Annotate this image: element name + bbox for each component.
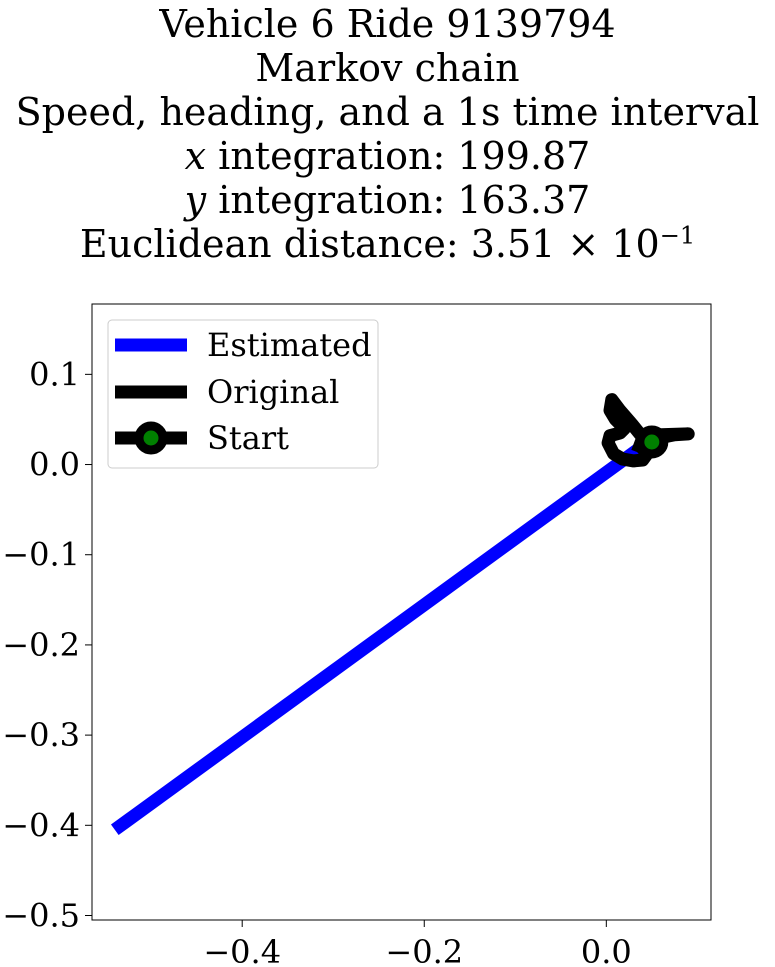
euclidean-distance-text: Euclidean distance: 3.51 × 10 bbox=[79, 222, 660, 266]
y-integration-text: integration: 163.37 bbox=[206, 178, 591, 222]
series-line-original bbox=[601, 393, 695, 468]
x-tick-label: −0.2 bbox=[385, 933, 463, 967]
y-tick-label: −0.5 bbox=[2, 896, 80, 934]
x-axis: −0.4 −0.2 0.0 bbox=[203, 920, 632, 967]
x-tick-label: −0.4 bbox=[203, 933, 281, 967]
x-integration-text: integration: 199.87 bbox=[206, 134, 591, 178]
x-variable: x bbox=[184, 134, 207, 178]
title-line-5: y integration: 163.37 bbox=[0, 178, 775, 222]
y-variable: y bbox=[184, 178, 207, 222]
legend-start-marker bbox=[134, 421, 168, 455]
title-line-3: Speed, heading, and a 1s time interval bbox=[15, 90, 760, 134]
y-axis: 0.1 0.0 −0.1 −0.2 −0.3 −0.4 −0.5 bbox=[2, 355, 92, 934]
legend-box bbox=[107, 319, 379, 469]
y-tick-label: −0.2 bbox=[2, 626, 80, 664]
title-line-1: Vehicle 6 Ride 9139794 bbox=[159, 2, 616, 46]
y-tick-label: −0.3 bbox=[2, 716, 80, 754]
plot-frame bbox=[91, 303, 712, 921]
y-tick-label: 0.1 bbox=[29, 355, 80, 393]
y-tick-label: −0.4 bbox=[2, 806, 80, 844]
legend-label-start: Start bbox=[207, 419, 289, 457]
start-marker bbox=[635, 425, 669, 459]
title-line-4: x integration: 199.87 bbox=[0, 134, 775, 178]
series-layer bbox=[110, 393, 695, 836]
legend-label-original: Original bbox=[207, 373, 339, 411]
y-tick-label: −0.1 bbox=[2, 536, 80, 574]
x-tick-label: 0.0 bbox=[581, 933, 632, 967]
legend: Estimated Original Start bbox=[107, 319, 379, 469]
title-line-6: Euclidean distance: 3.51 × 10−1 bbox=[0, 222, 775, 266]
legend-label-estimated: Estimated bbox=[207, 326, 372, 364]
chart-title: Vehicle 6 Ride 9139794 Markov chain Spee… bbox=[0, 2, 775, 266]
title-line-2: Markov chain bbox=[255, 46, 520, 90]
series-line-estimated bbox=[110, 443, 643, 836]
y-tick-label: 0.0 bbox=[29, 446, 80, 484]
euclidean-exponent: −1 bbox=[659, 221, 696, 250]
